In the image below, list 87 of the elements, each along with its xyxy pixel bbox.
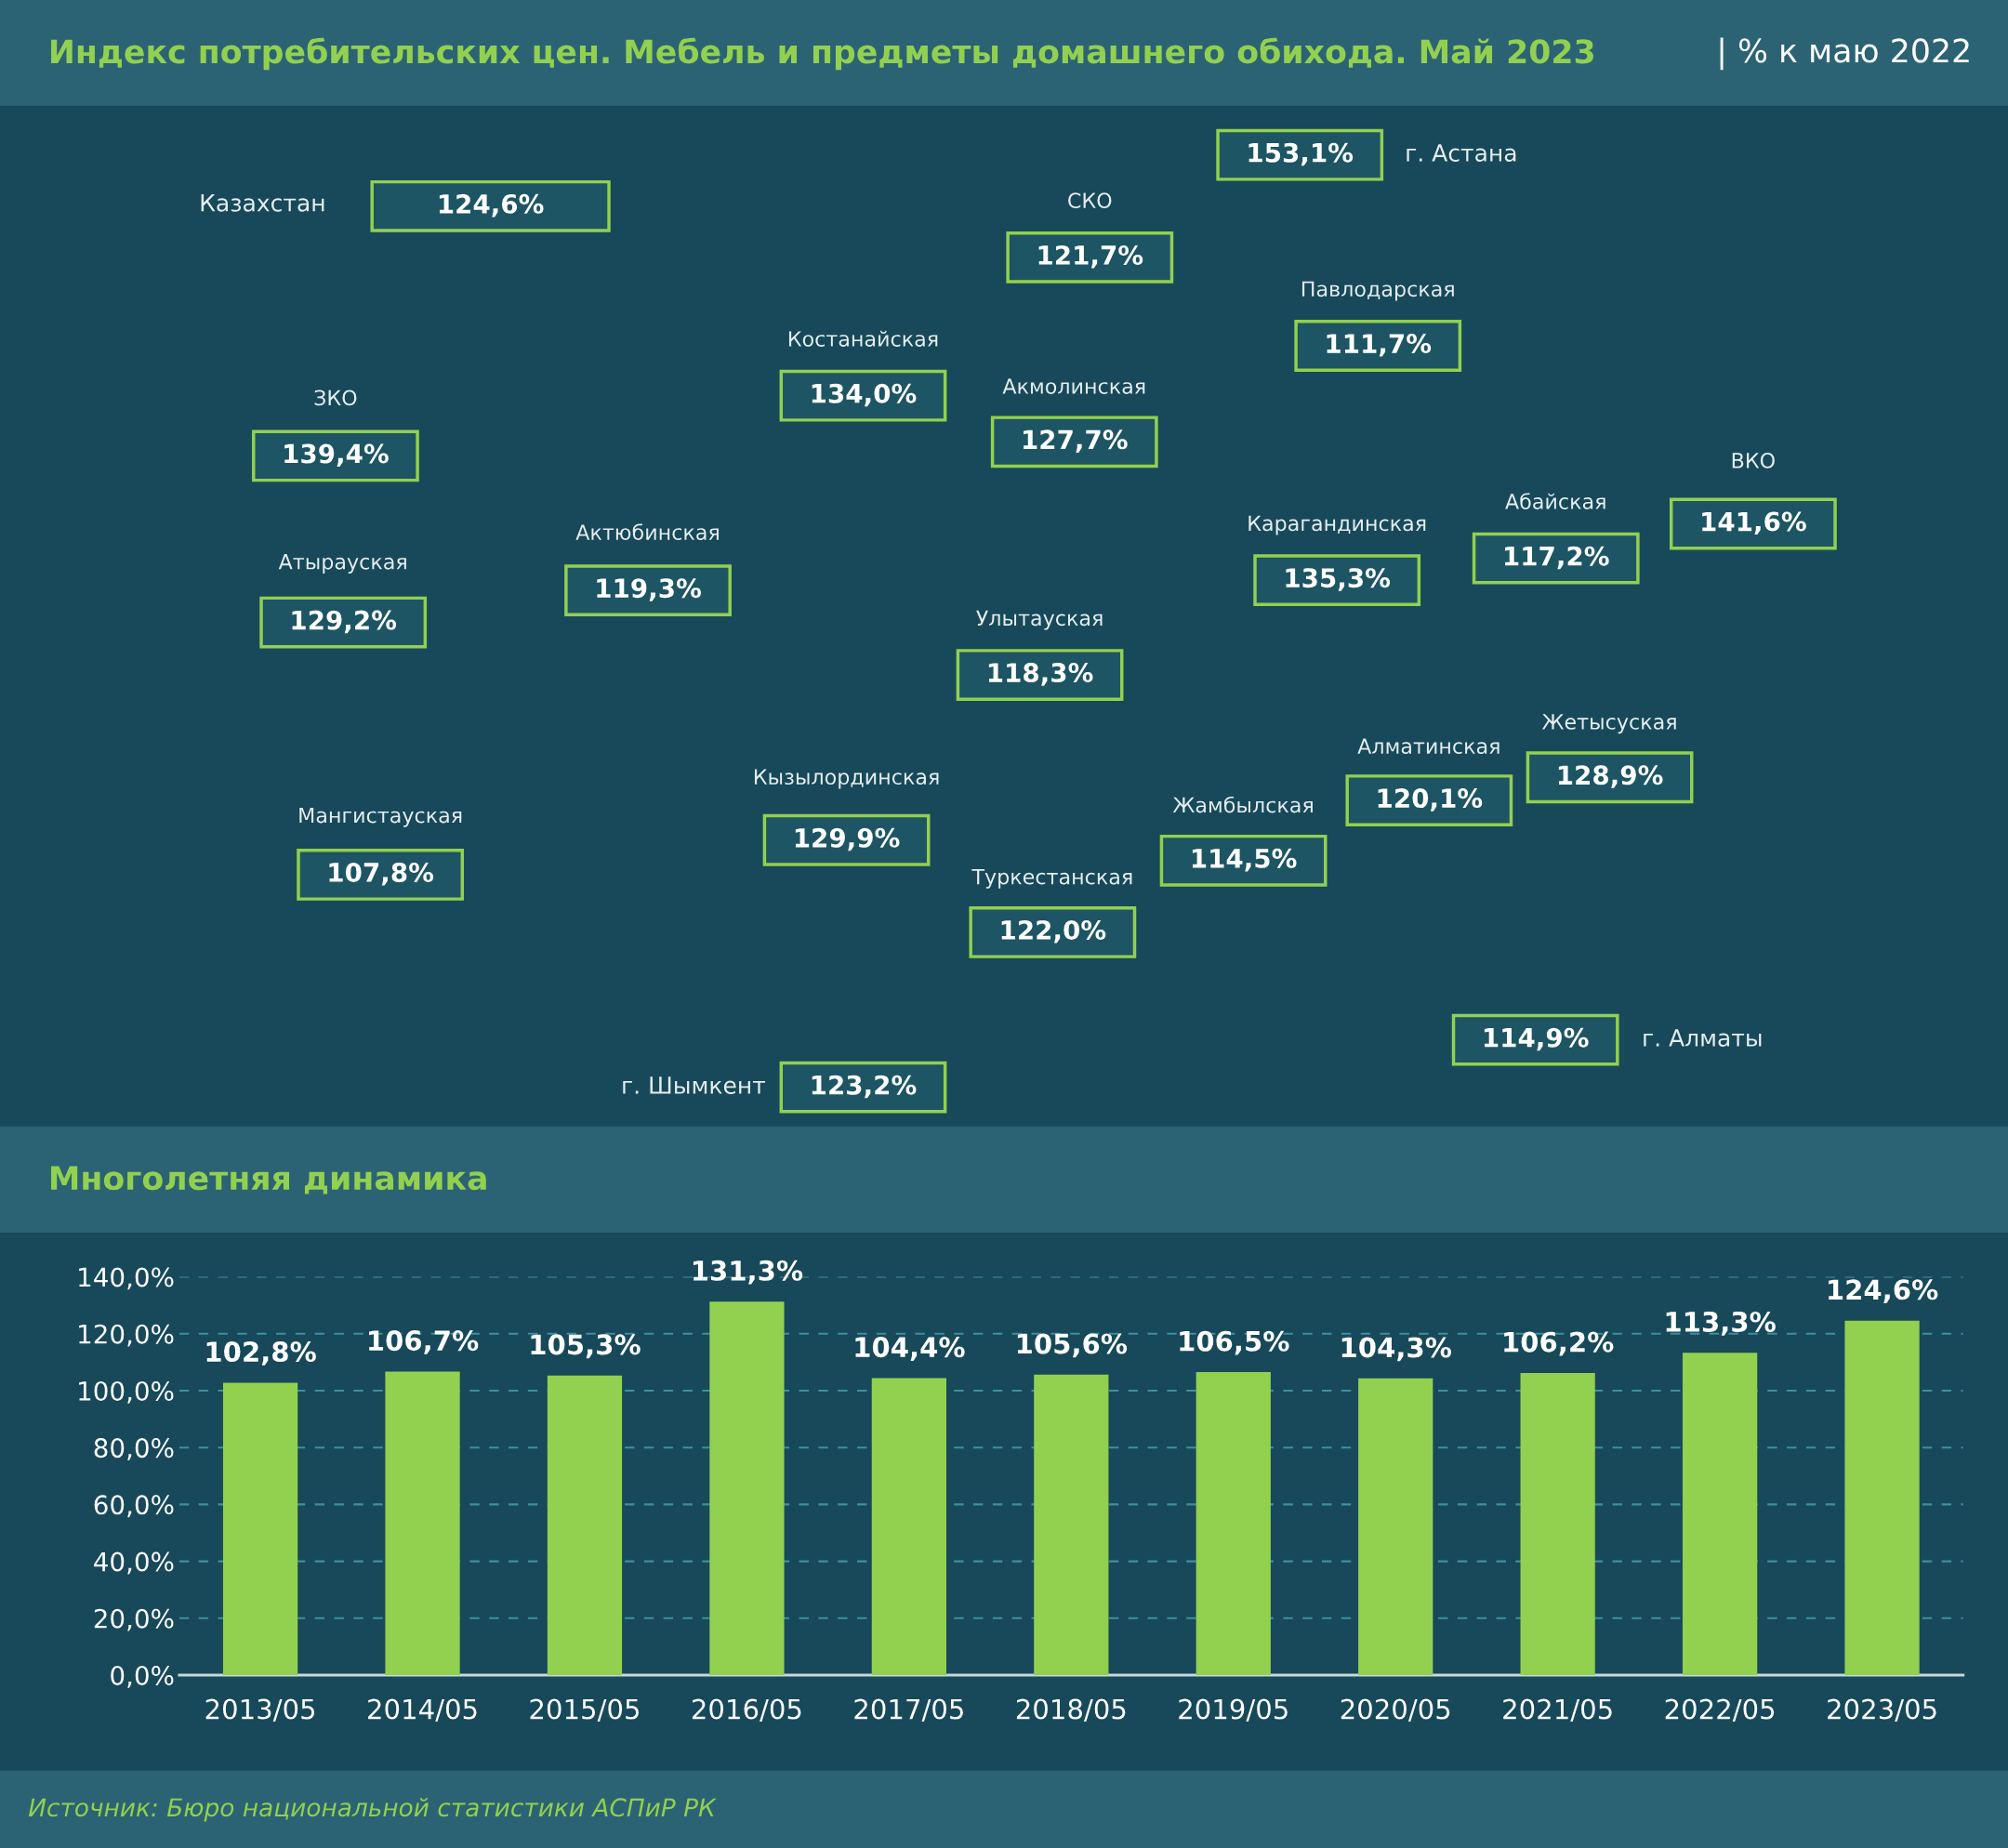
data-label: 105,3% [531, 1334, 641, 1359]
bar [222, 1382, 298, 1676]
x-tick-label: 2016/05 [692, 1698, 801, 1722]
category-label: Кызылординская [754, 769, 939, 789]
data-label: 106,2% [1504, 1331, 1614, 1356]
data-label: 104,3% [1341, 1337, 1452, 1362]
category-label: Казахстан [201, 194, 324, 212]
bar [871, 1378, 946, 1676]
y-tick-label: 100,0% [79, 1380, 174, 1404]
x-tick-label: 2014/05 [368, 1698, 477, 1722]
y-tick-label: 40,0% [94, 1551, 174, 1575]
x-tick-label: 2017/05 [854, 1698, 963, 1722]
data-label: 104,4% [855, 1337, 965, 1361]
category-label: Алматинская [1357, 738, 1499, 755]
data-label: 117,2% [1505, 546, 1609, 570]
data-label: 124,6% [439, 193, 544, 218]
y-tick-label: 60,0% [94, 1495, 174, 1518]
bar [1520, 1372, 1595, 1676]
data-label: 122,0% [1001, 920, 1106, 944]
data-label: 131,3% [693, 1260, 803, 1285]
bar [709, 1301, 785, 1676]
x-tick-label: 2018/05 [1016, 1698, 1126, 1722]
data-label: 105,6% [1017, 1333, 1128, 1358]
bar [1358, 1378, 1433, 1676]
x-tick-label: 2020/05 [1341, 1698, 1450, 1722]
x-tick-label: 2013/05 [205, 1698, 315, 1722]
category-label: Акмолинская [1002, 378, 1145, 394]
text: | % к маю 2022 [1720, 37, 1969, 71]
data-label: 119,3% [597, 578, 702, 601]
data-label: 114,5% [1192, 848, 1297, 872]
category-label: Жетысуская [1541, 714, 1676, 734]
data-label: 106,7% [369, 1330, 479, 1354]
data-label: 128,9% [1558, 765, 1663, 788]
y-tick-label: 20,0% [94, 1608, 174, 1631]
category-label: Туркестанская [971, 869, 1132, 889]
data-label: 124,6% [1829, 1279, 1938, 1304]
data-label: 102,8% [206, 1341, 316, 1366]
data-label: 111,7% [1327, 334, 1432, 357]
data-label: 107,8% [329, 863, 434, 886]
y-tick-label: 140,0% [79, 1267, 174, 1290]
data-label: 135,3% [1286, 568, 1391, 591]
data-label: 129,2% [292, 610, 397, 634]
data-label: 139,4% [284, 443, 389, 468]
bar [1196, 1372, 1271, 1676]
data-label: 113,3% [1666, 1311, 1776, 1336]
data-label: 129,9% [795, 827, 900, 851]
category-label: ВКО [1732, 452, 1775, 469]
y-tick-label: 80,0% [94, 1438, 174, 1460]
data-label: 123,2% [812, 1075, 917, 1099]
chart-title: Многолетняя динамика [51, 1166, 486, 1195]
category-label: Костанайская [788, 330, 938, 347]
data-label: 127,7% [1024, 429, 1128, 453]
text: Индекс потребительских цен. Мебель и предметы домашнего обихода. Май 2023 [51, 37, 1593, 71]
bar [1682, 1353, 1758, 1676]
category-label: Актюбинская [575, 523, 719, 540]
data-label: 134,0% [812, 383, 917, 407]
bar [547, 1375, 623, 1676]
data-label: 121,7% [1038, 244, 1143, 269]
x-tick-label: 2019/05 [1179, 1698, 1288, 1722]
bar [1844, 1320, 1920, 1676]
text: Источник: Бюро национальной статистики АСПиР РК [28, 1798, 717, 1822]
data-label: 118,3% [988, 663, 1093, 686]
category-label: Абайская [1505, 493, 1605, 509]
category-label: Жамбылская [1172, 796, 1313, 813]
category-label: Мангистауская [299, 807, 462, 827]
category-label: Атырауская [278, 554, 406, 574]
data-label: 106,5% [1180, 1330, 1289, 1355]
bar [1034, 1374, 1109, 1676]
category-label: г. Астана [1407, 144, 1516, 162]
data-label: 153,1% [1248, 142, 1354, 166]
y-tick-label: 0,0% [111, 1665, 174, 1688]
category-label: г. Алматы [1644, 1029, 1762, 1047]
category-label: г. Шымкент [623, 1076, 766, 1094]
x-tick-label: 2023/05 [1828, 1698, 1936, 1722]
data-label: 120,1% [1378, 788, 1483, 812]
data-label: 141,6% [1702, 511, 1806, 535]
x-tick-label: 2021/05 [1503, 1698, 1612, 1722]
bar [385, 1371, 460, 1676]
category-label: Карагандинская [1248, 515, 1426, 535]
category-label: СКО [1068, 192, 1112, 209]
data-label: 114,9% [1484, 1027, 1589, 1051]
category-label: Павлодарская [1301, 281, 1454, 301]
category-label: Улытауская [976, 610, 1103, 630]
category-label: ЗКО [314, 389, 357, 406]
x-tick-label: 2022/05 [1665, 1698, 1775, 1722]
x-tick-label: 2015/05 [530, 1698, 640, 1722]
y-tick-label: 120,0% [79, 1324, 174, 1347]
